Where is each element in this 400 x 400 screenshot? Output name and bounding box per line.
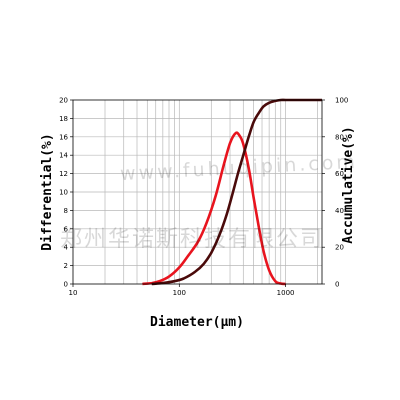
y-left-tick-label: 14 — [59, 152, 68, 160]
x-axis-title: Diameter(μm) — [150, 315, 244, 330]
y-left-tick-label: 0 — [64, 281, 68, 289]
y-left-tick-label: 16 — [59, 133, 68, 141]
y-left-axis-title: Differential(%) — [40, 133, 55, 250]
y-right-tick-label: 20 — [335, 244, 344, 252]
x-tick-label: 10 — [69, 289, 78, 297]
y-left-tick-label: 8 — [64, 207, 68, 215]
x-tick-label: 100 — [173, 289, 186, 297]
y-left-tick-label: 12 — [59, 170, 68, 178]
differential-curve — [142, 131, 286, 286]
y-left-tick-label: 18 — [59, 115, 68, 123]
y-right-tick-label: 80 — [335, 133, 344, 141]
y-right-tick-label: 60 — [335, 170, 344, 178]
x-tick-label: 1000 — [277, 289, 295, 297]
y-left-tick-label: 2 — [64, 262, 68, 270]
watermark-text-2: 郑州华诺斯科技有限公司 — [60, 227, 324, 252]
y-left-tick-label: 20 — [59, 97, 68, 105]
y-left-tick-label: 10 — [59, 189, 68, 197]
grid — [73, 100, 322, 284]
y-right-tick-label: 100 — [335, 97, 348, 105]
y-left-tick-label: 4 — [64, 244, 69, 252]
y-left-tick-label: 6 — [64, 225, 69, 233]
y-right-axis-title: Accumulative(%) — [341, 126, 356, 243]
y-right-tick-label: 0 — [335, 281, 339, 289]
y-right-tick-label: 40 — [335, 207, 344, 215]
ticks: 0 2 4 6 8 10 12 14 16 18 20 0 20 40 60 80 100 10 100 1000 — [59, 97, 348, 298]
